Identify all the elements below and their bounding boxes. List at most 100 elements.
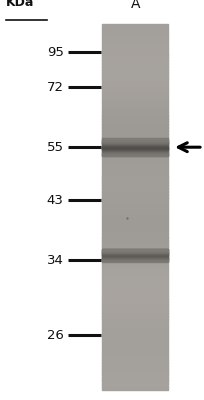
Bar bbox=[102, 234, 167, 238]
Bar bbox=[102, 313, 167, 317]
Bar bbox=[102, 286, 167, 289]
Bar bbox=[102, 48, 167, 52]
Text: 43: 43 bbox=[47, 194, 63, 206]
Bar bbox=[102, 240, 167, 244]
Bar bbox=[102, 152, 167, 155]
Bar bbox=[102, 335, 167, 338]
Bar bbox=[102, 254, 167, 255]
Bar bbox=[102, 371, 167, 375]
Bar bbox=[102, 378, 167, 381]
Bar bbox=[102, 139, 167, 140]
Bar bbox=[102, 353, 167, 356]
Bar bbox=[102, 33, 167, 36]
Bar bbox=[102, 27, 167, 30]
Bar bbox=[102, 256, 167, 257]
Bar bbox=[102, 164, 167, 167]
Bar bbox=[102, 153, 167, 154]
Bar bbox=[102, 350, 167, 354]
Bar bbox=[102, 57, 167, 61]
Bar bbox=[102, 82, 167, 85]
Bar bbox=[102, 191, 167, 195]
Bar bbox=[102, 271, 167, 274]
Bar bbox=[102, 115, 167, 118]
Text: 55: 55 bbox=[46, 141, 63, 154]
Bar bbox=[102, 257, 167, 258]
Bar bbox=[102, 155, 167, 156]
Bar bbox=[102, 69, 167, 73]
Bar bbox=[102, 109, 167, 112]
Bar bbox=[102, 368, 167, 372]
Bar bbox=[102, 326, 167, 329]
Bar bbox=[102, 140, 167, 143]
Bar bbox=[102, 155, 167, 158]
Bar bbox=[102, 320, 167, 323]
Bar bbox=[102, 283, 167, 286]
Bar bbox=[102, 85, 167, 88]
Bar bbox=[102, 118, 167, 122]
Bar bbox=[102, 142, 167, 143]
Bar bbox=[102, 142, 167, 143]
Bar bbox=[102, 60, 167, 64]
Bar bbox=[102, 138, 167, 139]
Bar bbox=[102, 91, 167, 94]
Bar bbox=[102, 76, 167, 79]
Text: 26: 26 bbox=[47, 329, 63, 342]
Bar bbox=[102, 253, 167, 254]
Bar bbox=[102, 146, 167, 147]
Bar bbox=[102, 253, 167, 254]
Bar bbox=[102, 149, 167, 150]
Bar bbox=[102, 121, 167, 125]
Bar bbox=[102, 167, 167, 170]
Bar bbox=[102, 362, 167, 366]
Bar bbox=[102, 260, 167, 261]
Bar bbox=[102, 258, 167, 259]
Bar bbox=[102, 252, 167, 253]
Bar bbox=[102, 249, 167, 253]
Bar bbox=[102, 295, 167, 298]
Bar bbox=[102, 124, 167, 128]
Bar bbox=[102, 150, 167, 151]
Bar bbox=[102, 207, 167, 210]
Bar bbox=[102, 112, 167, 116]
Bar bbox=[102, 148, 167, 149]
Bar bbox=[102, 141, 167, 142]
Bar bbox=[102, 66, 167, 70]
Bar bbox=[102, 36, 167, 39]
Bar bbox=[102, 258, 167, 259]
Bar bbox=[102, 386, 167, 390]
Bar bbox=[102, 264, 167, 268]
Bar bbox=[102, 150, 167, 151]
Bar bbox=[102, 145, 167, 146]
Bar bbox=[102, 225, 167, 228]
Bar bbox=[102, 341, 167, 344]
Bar bbox=[102, 231, 167, 234]
Text: 72: 72 bbox=[46, 81, 63, 94]
Bar bbox=[102, 384, 167, 387]
Bar bbox=[102, 188, 167, 192]
Bar bbox=[102, 106, 167, 109]
Bar bbox=[102, 292, 167, 296]
Bar bbox=[102, 210, 167, 213]
Bar bbox=[102, 332, 167, 335]
Bar bbox=[102, 280, 167, 283]
Bar bbox=[102, 144, 167, 145]
Bar bbox=[102, 298, 167, 302]
Bar bbox=[102, 222, 167, 225]
Bar bbox=[102, 252, 167, 256]
Bar bbox=[102, 200, 167, 204]
Bar bbox=[102, 198, 167, 201]
Bar bbox=[102, 143, 167, 144]
Bar bbox=[102, 151, 167, 152]
Bar bbox=[102, 88, 167, 91]
Bar bbox=[102, 148, 167, 149]
Bar bbox=[102, 301, 167, 305]
Bar bbox=[102, 274, 167, 277]
Bar bbox=[102, 249, 167, 250]
Bar bbox=[102, 39, 167, 42]
Bar bbox=[102, 130, 167, 134]
Bar bbox=[102, 151, 167, 152]
Bar bbox=[102, 146, 167, 149]
Bar bbox=[102, 256, 167, 257]
Bar bbox=[102, 153, 167, 154]
Bar bbox=[102, 237, 167, 240]
